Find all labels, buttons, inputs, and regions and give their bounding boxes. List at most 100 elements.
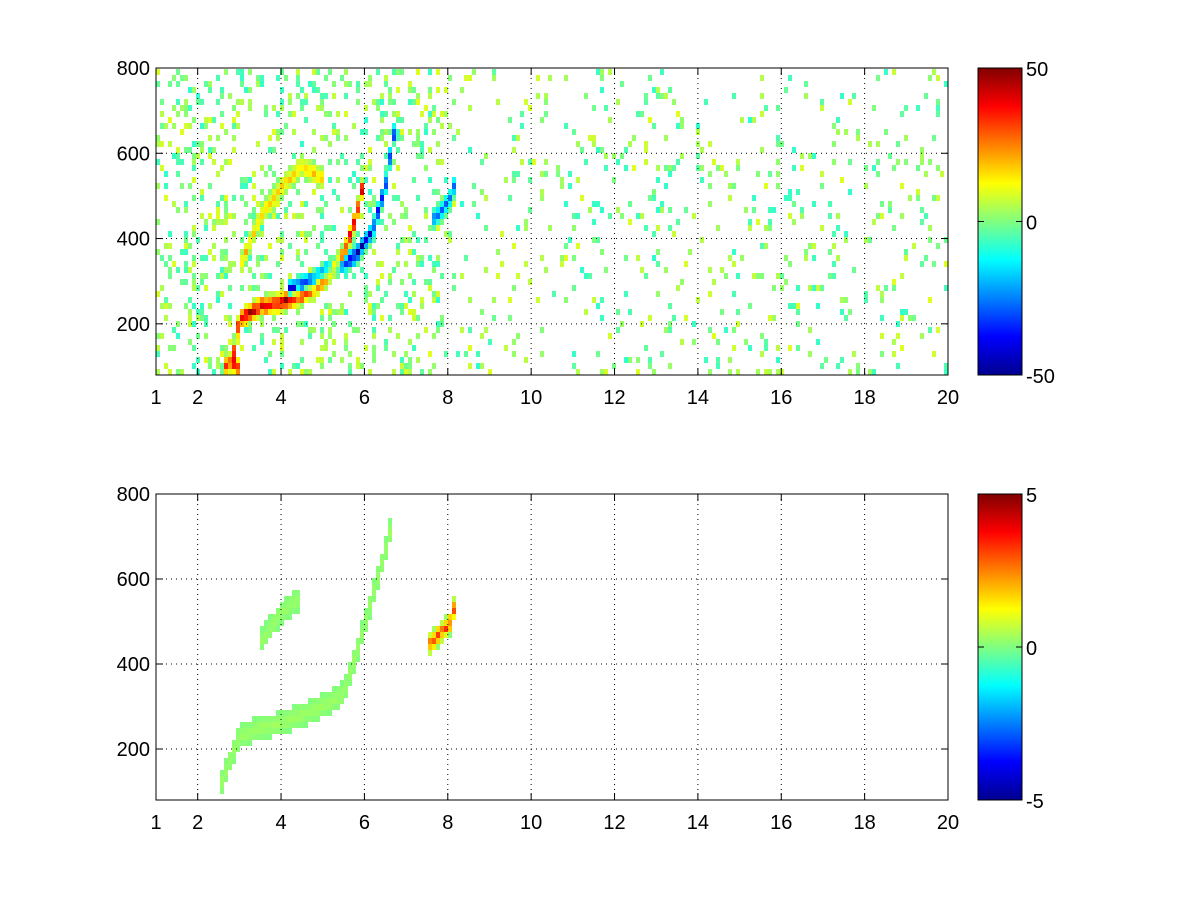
heatmap-cell — [396, 303, 400, 309]
heatmap-cell — [280, 722, 284, 728]
heatmap-cell — [440, 207, 444, 213]
heatmap-cell — [336, 704, 340, 710]
heatmap-cell — [332, 81, 336, 87]
heatmap-cell — [228, 213, 232, 219]
heatmap-cell — [344, 135, 348, 141]
heatmap-cell — [660, 201, 664, 207]
heatmap-cell — [260, 339, 264, 345]
heatmap-cell — [304, 177, 308, 183]
heatmap-cell — [300, 303, 304, 309]
heatmap-cell — [296, 255, 300, 261]
heatmap-cell — [496, 99, 500, 105]
heatmap-cell — [644, 159, 648, 165]
heatmap-cell — [244, 177, 248, 183]
heatmap-cell — [268, 728, 272, 734]
heatmap-cell — [244, 201, 248, 207]
heatmap-cell — [344, 261, 348, 267]
heatmap-cell — [624, 255, 628, 261]
heatmap-cell — [192, 345, 196, 351]
heatmap-cell — [580, 147, 584, 153]
heatmap-cell — [736, 159, 740, 165]
heatmap-cell — [636, 357, 640, 363]
heatmap-cell — [256, 303, 260, 309]
heatmap-cell — [904, 249, 908, 255]
heatmap-cell — [768, 369, 772, 375]
heatmap-cell — [444, 231, 448, 237]
heatmap-cell — [840, 357, 844, 363]
heatmap-cell — [944, 261, 948, 267]
heatmap-cell — [200, 189, 204, 195]
heatmap-cell — [348, 668, 352, 674]
heatmap-cell — [316, 273, 320, 279]
heatmap-cell — [224, 129, 228, 135]
heatmap-cell — [432, 261, 436, 267]
heatmap-cell — [248, 303, 252, 309]
heatmap-cell — [252, 345, 256, 351]
heatmap-cell — [276, 189, 280, 195]
heatmap-cell — [192, 225, 196, 231]
heatmap-cell — [208, 135, 212, 141]
heatmap-cell — [156, 291, 160, 297]
heatmap-cell — [536, 297, 540, 303]
heatmap-cell — [312, 171, 316, 177]
heatmap-cell — [248, 69, 252, 75]
heatmap-cell — [436, 327, 440, 333]
heatmap-cell — [628, 141, 632, 147]
heatmap-cell — [272, 189, 276, 195]
heatmap-cell — [336, 255, 340, 261]
heatmap-cell — [328, 279, 332, 285]
heatmap-cell — [932, 261, 936, 267]
heatmap-cell — [368, 165, 372, 171]
heatmap-cell — [308, 165, 312, 171]
heatmap-cell — [228, 351, 232, 357]
heatmap-cell — [220, 363, 224, 369]
heatmap-cell — [236, 321, 240, 327]
heatmap-cell — [676, 159, 680, 165]
heatmap-cell — [540, 327, 544, 333]
heatmap-cell — [204, 117, 208, 123]
heatmap-cell — [392, 195, 396, 201]
heatmap-cell — [656, 249, 660, 255]
heatmap-cell — [316, 285, 320, 291]
heatmap-cell — [944, 237, 948, 243]
heatmap-cell — [740, 255, 744, 261]
heatmap-cell — [376, 69, 380, 75]
heatmap-cell — [764, 105, 768, 111]
heatmap-cell — [256, 219, 260, 225]
heatmap-cell — [872, 105, 876, 111]
heatmap-cell — [376, 578, 380, 584]
heatmap-cell — [328, 710, 332, 716]
heatmap-cell — [444, 632, 448, 638]
heatmap-cell — [712, 159, 716, 165]
heatmap-cell — [880, 291, 884, 297]
heatmap-cell — [224, 351, 228, 357]
heatmap-cell — [200, 273, 204, 279]
heatmap-cell — [936, 111, 940, 117]
heatmap-cell — [264, 722, 268, 728]
heatmap-cell — [472, 183, 476, 189]
heatmap-cell — [396, 135, 400, 141]
heatmap-cell — [300, 87, 304, 93]
heatmap-cell — [500, 231, 504, 237]
heatmap-cell — [244, 722, 248, 728]
heatmap-cell — [408, 309, 412, 315]
heatmap-cell — [324, 273, 328, 279]
heatmap-cell — [240, 285, 244, 291]
heatmap-cell — [372, 225, 376, 231]
heatmap-cell — [800, 153, 804, 159]
heatmap-cell — [324, 75, 328, 81]
heatmap-cell — [296, 309, 300, 315]
heatmap-cell — [348, 207, 352, 213]
heatmap-cell — [316, 171, 320, 177]
heatmap-cell — [308, 333, 312, 339]
heatmap-cell — [600, 249, 604, 255]
heatmap-cell — [388, 87, 392, 93]
heatmap-cell — [416, 141, 420, 147]
heatmap-cell — [416, 237, 420, 243]
heatmap-cell — [328, 159, 332, 165]
heatmap-cell — [360, 638, 364, 644]
heatmap-cell — [212, 147, 216, 153]
heatmap-cell — [392, 369, 396, 375]
heatmap-cell — [484, 195, 488, 201]
